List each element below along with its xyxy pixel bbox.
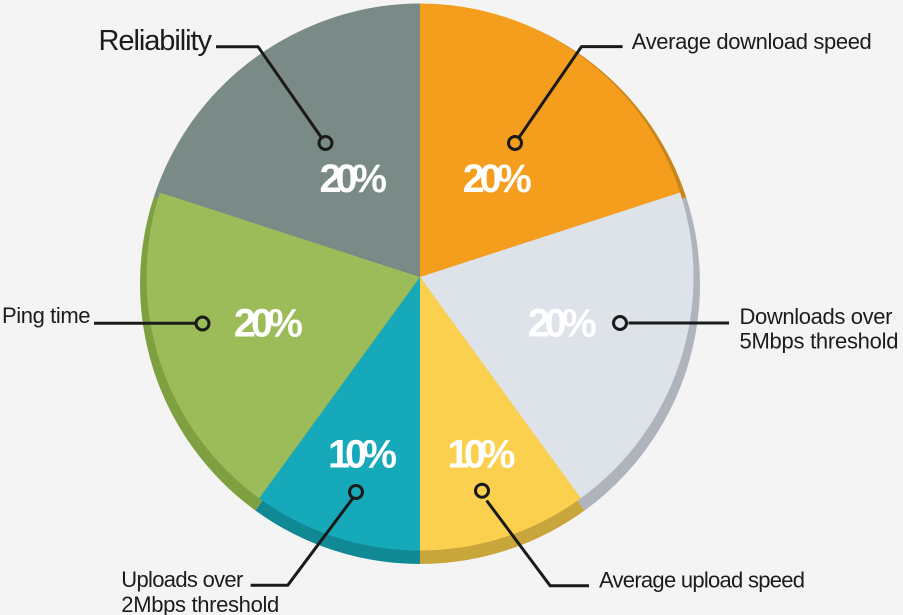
svg-text:10%: 10% xyxy=(447,432,515,476)
svg-text:5Mbps threshold: 5Mbps threshold xyxy=(740,329,899,354)
svg-text:20%: 20% xyxy=(319,157,387,201)
svg-text:Ping time: Ping time xyxy=(2,303,91,328)
svg-text:Average download speed: Average download speed xyxy=(632,29,872,54)
svg-text:Average upload speed: Average upload speed xyxy=(599,568,805,593)
svg-text:20%: 20% xyxy=(528,302,597,346)
svg-text:20%: 20% xyxy=(463,157,532,201)
svg-text:Uploads over: Uploads over xyxy=(121,567,243,592)
svg-text:2Mbps threshold: 2Mbps threshold xyxy=(121,592,279,615)
svg-text:20%: 20% xyxy=(234,302,303,346)
svg-text:10%: 10% xyxy=(328,432,397,476)
svg-text:Downloads over: Downloads over xyxy=(740,304,893,329)
svg-text:Reliability: Reliability xyxy=(99,25,213,57)
